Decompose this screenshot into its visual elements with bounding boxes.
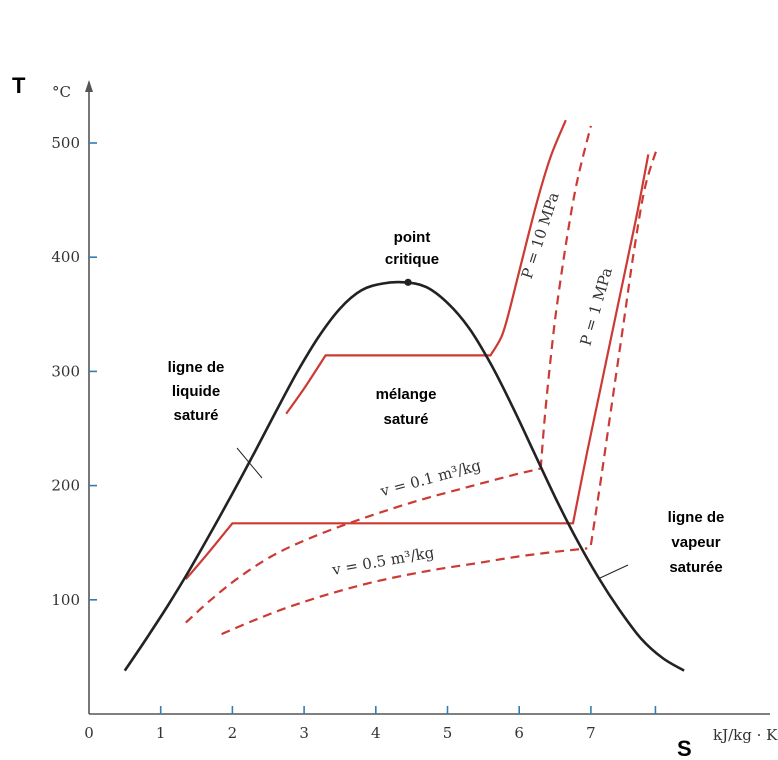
x-tick-label: 4 [371,724,381,742]
y-tick-label: 400 [51,248,80,266]
series-line-0 [285,119,567,415]
series-label-1: P = 1 MPa [576,266,615,348]
critical-point-label-line2: critique [385,251,439,268]
series-line-1 [184,154,650,580]
series-line-4 [185,467,541,624]
x-tick-label: 7 [586,724,596,742]
saturated-vapor-label-line3: saturée [669,559,722,576]
saturated-liquid-label-line2: liquide [172,383,220,400]
y-axis-letter: T [12,73,26,98]
critical-point-label-line1: point [394,229,431,246]
saturated-vapor-leader [599,564,629,579]
saturated-mixture-annotation: mélange saturé [376,386,437,428]
series-label-4: v = 0.1 m³/kg [378,456,484,500]
critical-point-marker [404,278,412,286]
x-tick-label: 6 [514,724,524,742]
series-line-3 [589,148,658,546]
x-tick-label: 5 [443,724,453,742]
saturated-liquid-label-line1: ligne de [168,359,225,376]
saturated-mixture-label-line1: mélange [376,386,437,403]
saturated-liquid-label-line3: saturé [173,407,218,424]
y-axis-unit: °C [52,83,71,101]
series-line-2 [539,125,592,469]
x-tick-label: 2 [228,724,238,742]
saturated-mixture-label-line2: saturé [383,411,428,428]
series-label-5: v = 0.5 m³/kg [330,543,436,579]
x-axis-letter: S [677,736,692,760]
saturated-vapor-label-line2: vapeur [671,534,720,551]
saturated-vapor-label-line1: ligne de [668,509,725,526]
series-label-0: P = 10 MPa [518,190,563,281]
saturated-liquid-leader [236,447,263,479]
x-tick-label: 3 [299,724,309,742]
series-line-5 [221,547,588,636]
y-tick-label: 200 [51,477,80,495]
saturated-vapor-annotation: ligne de vapeur saturée [599,509,725,579]
y-tick-label: 300 [51,362,80,380]
y-axis-arrow [85,80,93,92]
critical-point-annotation: point critique [385,229,439,268]
saturated-liquid-annotation: ligne de liquide saturé [168,359,263,479]
y-tick-label: 500 [51,134,80,152]
x-tick-label: 0 [84,724,94,742]
x-axis-unit: kJ/kg · K [713,726,778,744]
y-tick-label: 100 [51,591,80,609]
x-tick-label: 1 [156,724,166,742]
